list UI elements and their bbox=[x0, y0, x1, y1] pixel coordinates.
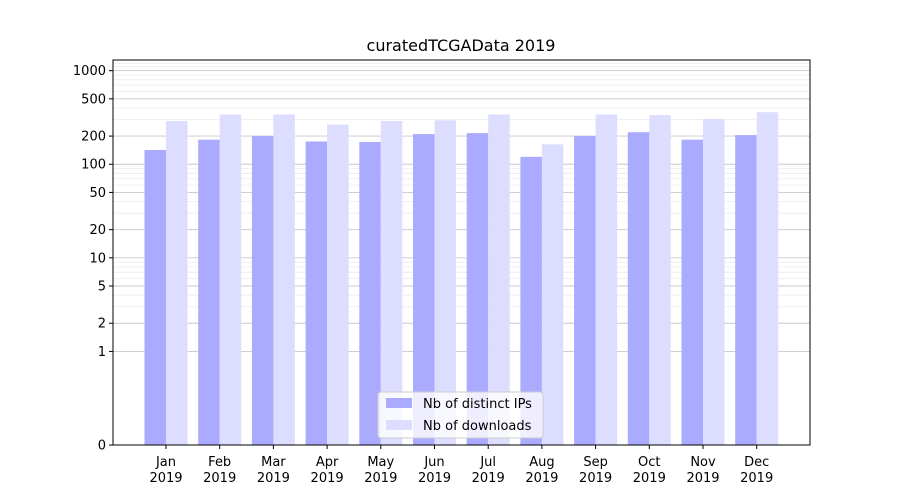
bar-distinct-ips bbox=[520, 156, 542, 446]
x-tick-label: Mar 2019 bbox=[257, 455, 290, 486]
legend-swatch-distinct-ips bbox=[386, 398, 412, 408]
x-tick-label: Apr 2019 bbox=[311, 455, 344, 486]
bar-distinct-ips bbox=[251, 136, 274, 446]
x-tick-label: Nov 2019 bbox=[686, 455, 719, 486]
bar-distinct-ips bbox=[198, 139, 220, 445]
bar-downloads bbox=[273, 114, 295, 445]
x-tick-label: Sep 2019 bbox=[579, 455, 612, 486]
bar-distinct-ips bbox=[735, 135, 757, 445]
bar-distinct-ips bbox=[466, 133, 489, 446]
x-tick-label: Feb 2019 bbox=[203, 455, 236, 486]
x-tick-label: May 2019 bbox=[364, 455, 397, 486]
y-tick-label: 0 bbox=[98, 439, 106, 454]
legend-label-distinct-ips: Nb of distinct IPs bbox=[423, 397, 532, 412]
bar-downloads bbox=[595, 114, 618, 445]
legend-label-downloads: Nb of downloads bbox=[423, 419, 532, 434]
y-tick-label: 100 bbox=[81, 158, 106, 173]
plot-frame bbox=[112, 59, 811, 446]
y-tick-label: 1000 bbox=[73, 64, 106, 79]
y-tick-label: 20 bbox=[89, 223, 106, 238]
bar-distinct-ips bbox=[305, 141, 328, 445]
bar-downloads bbox=[488, 114, 510, 445]
x-tick-label: Jun 2019 bbox=[418, 455, 451, 486]
x-tick-label: Jan 2019 bbox=[149, 455, 182, 486]
y-tick-label: 5 bbox=[98, 280, 106, 295]
bar-distinct-ips bbox=[627, 132, 650, 445]
bar-downloads bbox=[434, 120, 456, 445]
bar-distinct-ips bbox=[681, 139, 703, 445]
legend: Nb of distinct IPs Nb of downloads bbox=[377, 391, 544, 439]
y-tick-label: 200 bbox=[81, 130, 106, 145]
bar-distinct-ips bbox=[359, 141, 381, 445]
x-tick-label: Dec 2019 bbox=[740, 455, 773, 486]
x-tick-label: Aug 2019 bbox=[525, 455, 558, 486]
y-tick-label: 50 bbox=[89, 186, 106, 201]
bars bbox=[144, 112, 779, 446]
y-tick-label: 2 bbox=[98, 317, 106, 332]
y-tick-label: 10 bbox=[89, 251, 106, 266]
legend-box bbox=[377, 391, 544, 439]
bar-downloads bbox=[541, 144, 564, 445]
bar-distinct-ips bbox=[144, 149, 166, 445]
axes: 0 1 2 5 10 20 50 100 200 500 1000 Jan 2019 Feb 2019 Mar… bbox=[73, 59, 811, 486]
x-tick-label: Jul 2019 bbox=[472, 455, 505, 486]
bar-downloads bbox=[166, 120, 188, 445]
bar-downloads bbox=[703, 118, 725, 445]
x-tick-label: Oct 2019 bbox=[633, 455, 666, 486]
chart-title: curatedTCGAData 2019 bbox=[367, 36, 556, 55]
legend-swatch-downloads bbox=[386, 420, 412, 430]
bar-downloads bbox=[380, 120, 403, 445]
y-tick-label: 1 bbox=[98, 345, 106, 360]
bar-distinct-ips bbox=[574, 136, 596, 446]
bar-downloads bbox=[219, 114, 242, 445]
bar-downloads bbox=[327, 124, 349, 445]
bar-downloads bbox=[756, 112, 779, 445]
bar-distinct-ips bbox=[413, 134, 435, 446]
bar-downloads bbox=[649, 115, 671, 446]
y-tick-label: 500 bbox=[81, 92, 106, 107]
